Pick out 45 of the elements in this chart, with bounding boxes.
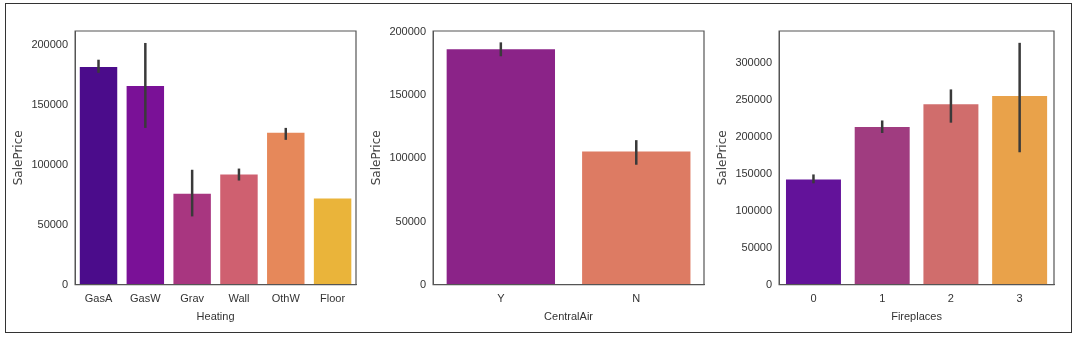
y-tick-label: 50000 (37, 217, 69, 230)
y-axis-title: SalePrice (369, 130, 384, 186)
y-tick-label: 0 (765, 277, 773, 290)
x-tick-label: Wall (228, 292, 250, 305)
y-tick-label: 150000 (389, 88, 427, 101)
x-tick-label: GasA (84, 292, 113, 305)
y-tick-label: 200000 (735, 129, 773, 142)
y-axis-title: SalePrice (715, 130, 730, 186)
x-tick-label: 2 (947, 292, 954, 305)
y-tick-label: 150000 (735, 166, 773, 179)
bar (220, 174, 258, 285)
y-axis-title: SalePrice (11, 130, 26, 186)
y-tick-label: 100000 (31, 158, 69, 171)
x-tick-label: N (632, 292, 641, 305)
bar (173, 193, 211, 285)
y-tick-label: 150000 (31, 98, 69, 111)
bar (992, 96, 1048, 285)
x-tick-label: Floor (320, 292, 346, 305)
y-tick-label: 50000 (395, 214, 427, 227)
bar (79, 66, 118, 285)
x-axis-title: Fireplaces (891, 310, 943, 323)
y-tick-label: 0 (419, 277, 427, 290)
bar (785, 179, 841, 285)
y-tick-label: 100000 (735, 203, 773, 216)
x-tick-label: 1 (879, 292, 886, 305)
x-tick-label: Grav (180, 292, 205, 305)
x-tick-label: Y (497, 292, 506, 305)
bar (267, 132, 305, 285)
y-tick-label: 200000 (31, 38, 69, 51)
x-axis-title: CentralAir (544, 310, 594, 323)
y-tick-label: 100000 (389, 151, 427, 164)
bar (126, 86, 165, 285)
y-tick-label: 300000 (735, 55, 773, 68)
bar (313, 198, 352, 285)
y-tick-label: 50000 (741, 240, 773, 253)
x-axis-title: Heating (196, 310, 235, 323)
x-tick-label: 3 (1016, 292, 1023, 305)
bar (923, 104, 979, 285)
x-tick-label: OthW (271, 292, 301, 305)
x-tick-label: GasW (130, 292, 162, 305)
x-tick-label: 0 (810, 292, 817, 305)
y-tick-label: 200000 (389, 25, 427, 38)
y-tick-label: 0 (61, 277, 69, 290)
bar (854, 127, 910, 285)
y-tick-label: 250000 (735, 92, 773, 105)
